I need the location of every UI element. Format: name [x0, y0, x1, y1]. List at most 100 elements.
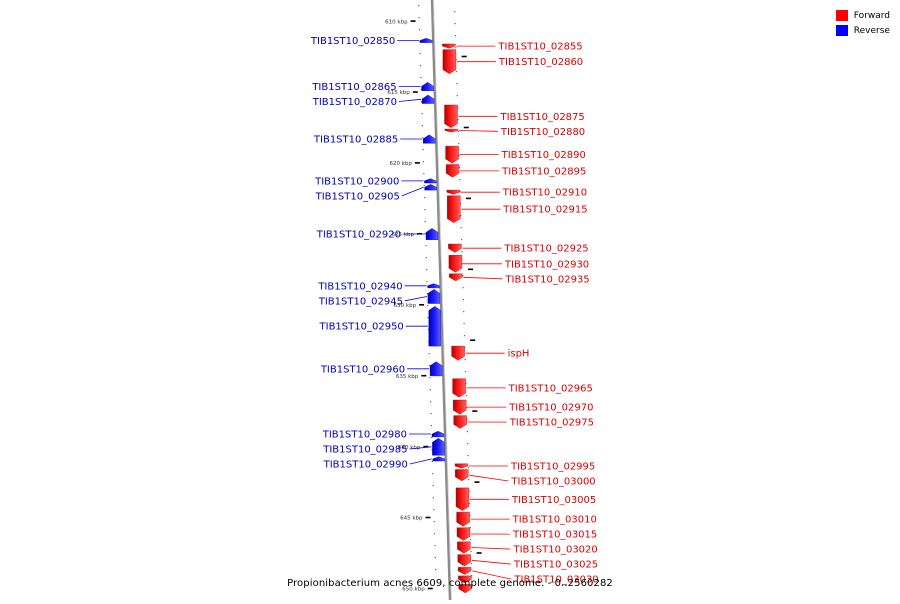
ruler-tick-minor — [472, 410, 477, 412]
gene-forward[interactable] — [448, 244, 461, 253]
gene-label-reverse[interactable]: TIB1ST10_02885 — [313, 135, 398, 146]
gene-label-forward[interactable]: TIB1ST10_02890 — [501, 150, 586, 161]
gene-forward[interactable] — [457, 542, 470, 553]
ruler-tick-minor — [470, 339, 475, 341]
gene-reverse[interactable] — [433, 457, 445, 461]
gene-label-reverse[interactable]: TIB1ST10_02950 — [319, 322, 404, 333]
legend-item-reverse: Reverse — [836, 23, 890, 38]
gene-forward[interactable] — [447, 196, 460, 223]
label-leader-line — [471, 548, 510, 550]
gene-features[interactable] — [420, 38, 472, 593]
gene-reverse[interactable] — [428, 289, 440, 303]
gene-label-forward[interactable]: ispH — [508, 349, 530, 360]
label-leader-line — [472, 560, 511, 564]
gene-label-forward[interactable]: TIB1ST10_02975 — [509, 418, 594, 429]
gene-reverse[interactable] — [432, 431, 444, 437]
gene-forward[interactable] — [456, 488, 469, 511]
gene-label-forward[interactable]: TIB1ST10_02880 — [500, 127, 585, 138]
gene-label-reverse[interactable]: TIB1ST10_02920 — [316, 230, 401, 241]
gene-reverse[interactable] — [425, 184, 437, 190]
gene-label-forward[interactable]: TIB1ST10_02915 — [502, 205, 587, 216]
gene-label-forward[interactable]: TIB1ST10_03005 — [511, 495, 596, 506]
guide-dot — [430, 401, 431, 402]
gene-reverse[interactable] — [426, 228, 438, 239]
gene-forward[interactable] — [455, 470, 468, 481]
gene-reverse[interactable] — [423, 135, 435, 144]
gene-label-forward[interactable]: TIB1ST10_02995 — [510, 462, 595, 473]
guide-dot — [471, 563, 472, 564]
gene-label-reverse[interactable]: TIB1ST10_02945 — [318, 296, 403, 307]
gene-label-forward[interactable]: TIB1ST10_02860 — [498, 57, 583, 68]
legend-item-forward: Forward — [836, 8, 890, 23]
guide-dot — [423, 161, 424, 162]
gene-forward[interactable] — [445, 105, 458, 128]
gene-label-reverse[interactable]: TIB1ST10_02940 — [317, 281, 402, 292]
gene-forward[interactable] — [453, 379, 466, 398]
gene-forward[interactable] — [457, 528, 470, 541]
guide-dot — [433, 497, 434, 498]
gene-label-reverse[interactable]: TIB1ST10_02960 — [320, 364, 405, 375]
gene-forward[interactable] — [445, 129, 458, 132]
gene-forward[interactable] — [454, 416, 467, 429]
gene-label-forward[interactable]: TIB1ST10_02910 — [502, 188, 587, 199]
gene-label-forward[interactable]: TIB1ST10_02855 — [497, 42, 582, 53]
gene-forward[interactable] — [458, 555, 471, 566]
gene-label-forward[interactable]: TIB1ST10_02965 — [508, 383, 593, 394]
gene-label-forward[interactable]: TIB1ST10_03025 — [513, 560, 598, 571]
ruler-tick-minor — [468, 269, 473, 271]
gene-label-forward[interactable]: TIB1ST10_02925 — [503, 244, 588, 255]
gene-forward[interactable] — [449, 274, 462, 281]
guide-dot — [430, 389, 431, 390]
label-leader-line — [402, 187, 424, 196]
gene-forward[interactable] — [458, 567, 471, 574]
gene-forward[interactable] — [446, 165, 459, 178]
gene-forward[interactable] — [452, 346, 465, 360]
gene-label-reverse[interactable]: TIB1ST10_02985 — [322, 445, 407, 456]
guide-dot — [470, 539, 471, 540]
gene-reverse[interactable] — [422, 95, 434, 104]
gene-forward[interactable] — [453, 400, 466, 414]
guide-dot — [466, 395, 467, 396]
gene-forward[interactable] — [455, 464, 468, 468]
gene-reverse[interactable] — [424, 179, 436, 183]
guide-dot — [456, 71, 457, 72]
gene-label-forward[interactable]: TIB1ST10_03000 — [510, 477, 595, 488]
guide-dot — [431, 425, 432, 426]
guide-dot — [424, 209, 425, 210]
gene-reverse[interactable] — [420, 38, 432, 42]
gene-label-forward[interactable]: TIB1ST10_03015 — [512, 530, 597, 541]
gene-forward[interactable] — [457, 512, 470, 526]
gene-label-forward[interactable]: TIB1ST10_02930 — [504, 259, 589, 270]
gene-label-reverse[interactable]: TIB1ST10_02850 — [310, 36, 395, 47]
gene-label-forward[interactable]: TIB1ST10_02970 — [508, 403, 593, 414]
gene-label-forward[interactable]: TIB1ST10_02895 — [501, 166, 586, 177]
gene-label-forward[interactable]: TIB1ST10_02935 — [504, 274, 589, 285]
gene-reverse[interactable] — [428, 284, 440, 288]
gene-forward[interactable] — [442, 44, 455, 48]
gene-label-reverse[interactable]: TIB1ST10_02990 — [323, 460, 408, 471]
guide-dot — [454, 11, 455, 12]
gene-reverse[interactable] — [429, 306, 441, 346]
guide-dot — [425, 245, 426, 246]
gene-forward[interactable] — [443, 50, 456, 74]
gene-label-reverse[interactable]: TIB1ST10_02865 — [311, 82, 396, 93]
gene-label-reverse[interactable]: TIB1ST10_02900 — [314, 176, 399, 187]
gene-label-forward[interactable]: TIB1ST10_03010 — [512, 515, 597, 526]
gene-forward[interactable] — [449, 255, 462, 272]
gene-label-reverse[interactable]: TIB1ST10_02905 — [315, 191, 400, 202]
gene-reverse[interactable] — [432, 438, 444, 455]
gene-label-reverse[interactable]: TIB1ST10_02870 — [312, 97, 397, 108]
gene-label-forward[interactable]: TIB1ST10_02875 — [500, 112, 585, 123]
gene-forward[interactable] — [446, 146, 459, 163]
guide-dot — [424, 185, 425, 186]
gene-label-reverse[interactable]: TIB1ST10_02980 — [322, 430, 407, 441]
gene-reverse[interactable] — [422, 82, 434, 91]
gene-forward[interactable] — [447, 190, 460, 194]
gene-label-forward[interactable]: TIB1ST10_03020 — [513, 545, 598, 556]
guide-dot — [458, 143, 459, 144]
gene-reverse[interactable] — [430, 362, 442, 376]
guide-dot — [422, 125, 423, 126]
ruler-tick-minor — [462, 56, 467, 58]
